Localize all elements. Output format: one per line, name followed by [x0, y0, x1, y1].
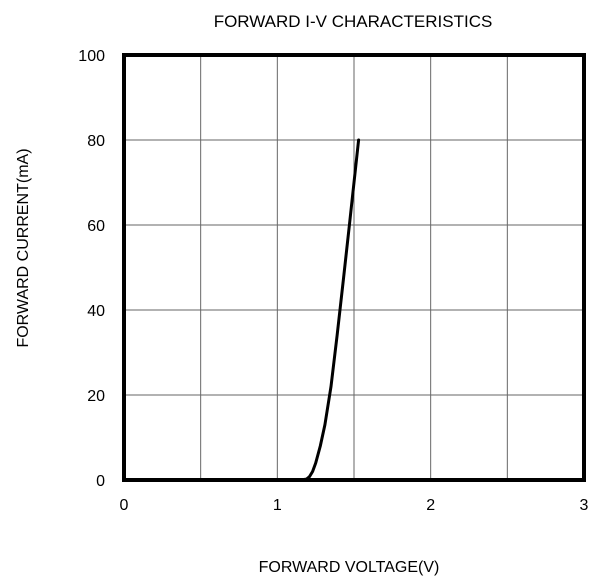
y-tick-label-40: 40 [87, 303, 105, 320]
grid-lines [124, 55, 584, 480]
x-axis-label: FORWARD VOLTAGE(V) [259, 559, 440, 576]
y-tick-labels: 0 20 40 60 80 100 [78, 48, 105, 490]
x-tick-label-3: 3 [580, 497, 589, 514]
y-tick-label-80: 80 [87, 133, 105, 150]
y-tick-label-0: 0 [96, 473, 105, 490]
y-tick-label-20: 20 [87, 388, 105, 405]
plot-frame [122, 53, 586, 482]
x-tick-label-0: 0 [120, 497, 129, 514]
x-tick-label-1: 1 [273, 497, 282, 514]
y-axis-label: FORWARD CURRENT(mA) [15, 148, 32, 347]
x-tick-labels: 0 1 2 3 [120, 497, 589, 514]
x-tick-label-2: 2 [426, 497, 435, 514]
y-tick-label-100: 100 [78, 48, 105, 65]
y-tick-label-60: 60 [87, 218, 105, 235]
chart-title: FORWARD I-V CHARACTERISTICS [214, 12, 493, 31]
